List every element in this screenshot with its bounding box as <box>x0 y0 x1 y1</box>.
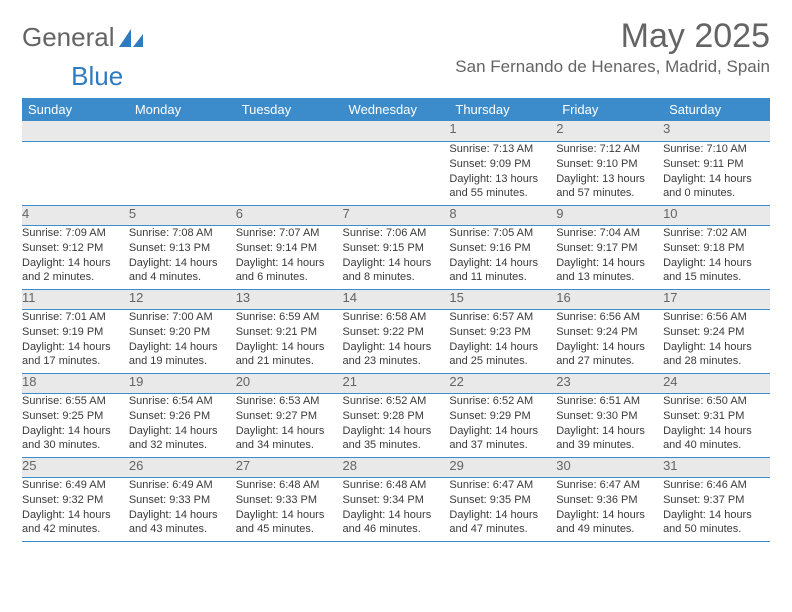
day-number-cell: 4 <box>22 205 129 225</box>
day-detail-cell: Sunrise: 6:49 AM Sunset: 9:33 PM Dayligh… <box>129 477 236 541</box>
detail-row: Sunrise: 6:55 AM Sunset: 9:25 PM Dayligh… <box>22 393 770 457</box>
logo-text-2: Blue <box>71 61 123 92</box>
day-detail-cell: Sunrise: 7:08 AM Sunset: 9:13 PM Dayligh… <box>129 225 236 289</box>
day-number-cell <box>236 121 343 141</box>
day-number-cell: 17 <box>663 289 770 309</box>
weekday-header: Wednesday <box>343 98 450 121</box>
day-detail-cell: Sunrise: 6:54 AM Sunset: 9:26 PM Dayligh… <box>129 393 236 457</box>
weekday-header: Tuesday <box>236 98 343 121</box>
day-number-cell: 18 <box>22 373 129 393</box>
detail-row: Sunrise: 7:01 AM Sunset: 9:19 PM Dayligh… <box>22 309 770 373</box>
day-number-cell: 6 <box>236 205 343 225</box>
day-detail-cell <box>236 141 343 205</box>
weekday-header: Thursday <box>449 98 556 121</box>
day-number-cell <box>343 121 450 141</box>
day-number-cell: 10 <box>663 205 770 225</box>
calendar-page: General May 2025 San Fernando de Henares… <box>0 0 792 552</box>
day-detail-cell: Sunrise: 6:47 AM Sunset: 9:35 PM Dayligh… <box>449 477 556 541</box>
location: San Fernando de Henares, Madrid, Spain <box>455 57 770 77</box>
month-title: May 2025 <box>455 18 770 55</box>
day-detail-cell <box>22 141 129 205</box>
day-detail-cell: Sunrise: 7:07 AM Sunset: 9:14 PM Dayligh… <box>236 225 343 289</box>
daynum-row: 18192021222324 <box>22 373 770 393</box>
day-detail-cell: Sunrise: 7:00 AM Sunset: 9:20 PM Dayligh… <box>129 309 236 373</box>
day-number-cell: 7 <box>343 205 450 225</box>
day-number-cell: 29 <box>449 457 556 477</box>
day-number-cell: 19 <box>129 373 236 393</box>
day-detail-cell: Sunrise: 7:13 AM Sunset: 9:09 PM Dayligh… <box>449 141 556 205</box>
day-number-cell: 25 <box>22 457 129 477</box>
weekday-row: Sunday Monday Tuesday Wednesday Thursday… <box>22 98 770 121</box>
day-detail-cell: Sunrise: 6:55 AM Sunset: 9:25 PM Dayligh… <box>22 393 129 457</box>
day-number-cell: 16 <box>556 289 663 309</box>
day-detail-cell: Sunrise: 7:05 AM Sunset: 9:16 PM Dayligh… <box>449 225 556 289</box>
detail-row: Sunrise: 6:49 AM Sunset: 9:32 PM Dayligh… <box>22 477 770 541</box>
calendar-table: Sunday Monday Tuesday Wednesday Thursday… <box>22 98 770 542</box>
detail-row: Sunrise: 7:09 AM Sunset: 9:12 PM Dayligh… <box>22 225 770 289</box>
weekday-header: Saturday <box>663 98 770 121</box>
day-detail-cell: Sunrise: 6:48 AM Sunset: 9:34 PM Dayligh… <box>343 477 450 541</box>
daynum-row: 25262728293031 <box>22 457 770 477</box>
day-detail-cell: Sunrise: 6:46 AM Sunset: 9:37 PM Dayligh… <box>663 477 770 541</box>
day-number-cell: 2 <box>556 121 663 141</box>
day-detail-cell: Sunrise: 6:56 AM Sunset: 9:24 PM Dayligh… <box>556 309 663 373</box>
day-number-cell: 20 <box>236 373 343 393</box>
day-detail-cell: Sunrise: 6:47 AM Sunset: 9:36 PM Dayligh… <box>556 477 663 541</box>
day-detail-cell: Sunrise: 6:51 AM Sunset: 9:30 PM Dayligh… <box>556 393 663 457</box>
day-detail-cell: Sunrise: 6:48 AM Sunset: 9:33 PM Dayligh… <box>236 477 343 541</box>
day-detail-cell: Sunrise: 7:04 AM Sunset: 9:17 PM Dayligh… <box>556 225 663 289</box>
logo-text-1: General <box>22 22 115 53</box>
day-detail-cell: Sunrise: 7:06 AM Sunset: 9:15 PM Dayligh… <box>343 225 450 289</box>
day-detail-cell: Sunrise: 6:52 AM Sunset: 9:28 PM Dayligh… <box>343 393 450 457</box>
day-number-cell: 30 <box>556 457 663 477</box>
day-detail-cell: Sunrise: 7:12 AM Sunset: 9:10 PM Dayligh… <box>556 141 663 205</box>
weekday-header: Sunday <box>22 98 129 121</box>
day-detail-cell: Sunrise: 6:50 AM Sunset: 9:31 PM Dayligh… <box>663 393 770 457</box>
day-detail-cell: Sunrise: 6:59 AM Sunset: 9:21 PM Dayligh… <box>236 309 343 373</box>
day-number-cell: 27 <box>236 457 343 477</box>
day-number-cell: 26 <box>129 457 236 477</box>
day-number-cell <box>22 121 129 141</box>
day-detail-cell: Sunrise: 6:49 AM Sunset: 9:32 PM Dayligh… <box>22 477 129 541</box>
day-detail-cell: Sunrise: 6:53 AM Sunset: 9:27 PM Dayligh… <box>236 393 343 457</box>
day-number-cell: 3 <box>663 121 770 141</box>
day-number-cell: 21 <box>343 373 450 393</box>
day-number-cell: 8 <box>449 205 556 225</box>
day-detail-cell <box>343 141 450 205</box>
day-detail-cell <box>129 141 236 205</box>
day-number-cell: 1 <box>449 121 556 141</box>
daynum-row: 11121314151617 <box>22 289 770 309</box>
header-right: May 2025 San Fernando de Henares, Madrid… <box>455 18 770 77</box>
day-detail-cell: Sunrise: 7:09 AM Sunset: 9:12 PM Dayligh… <box>22 225 129 289</box>
day-number-cell: 24 <box>663 373 770 393</box>
day-detail-cell: Sunrise: 6:58 AM Sunset: 9:22 PM Dayligh… <box>343 309 450 373</box>
weekday-header: Friday <box>556 98 663 121</box>
day-number-cell: 13 <box>236 289 343 309</box>
day-detail-cell: Sunrise: 7:01 AM Sunset: 9:19 PM Dayligh… <box>22 309 129 373</box>
day-number-cell: 14 <box>343 289 450 309</box>
day-number-cell: 31 <box>663 457 770 477</box>
day-number-cell: 28 <box>343 457 450 477</box>
logo: General <box>22 18 146 53</box>
detail-row: Sunrise: 7:13 AM Sunset: 9:09 PM Dayligh… <box>22 141 770 205</box>
day-number-cell: 22 <box>449 373 556 393</box>
daynum-row: 123 <box>22 121 770 141</box>
logo-sail-icon <box>117 27 145 49</box>
day-number-cell: 12 <box>129 289 236 309</box>
day-number-cell: 5 <box>129 205 236 225</box>
day-detail-cell: Sunrise: 7:10 AM Sunset: 9:11 PM Dayligh… <box>663 141 770 205</box>
day-number-cell: 11 <box>22 289 129 309</box>
calendar-body: 123Sunrise: 7:13 AM Sunset: 9:09 PM Dayl… <box>22 121 770 541</box>
day-number-cell: 9 <box>556 205 663 225</box>
calendar-head: Sunday Monday Tuesday Wednesday Thursday… <box>22 98 770 121</box>
day-detail-cell: Sunrise: 7:02 AM Sunset: 9:18 PM Dayligh… <box>663 225 770 289</box>
day-detail-cell: Sunrise: 6:56 AM Sunset: 9:24 PM Dayligh… <box>663 309 770 373</box>
day-detail-cell: Sunrise: 6:52 AM Sunset: 9:29 PM Dayligh… <box>449 393 556 457</box>
weekday-header: Monday <box>129 98 236 121</box>
day-detail-cell: Sunrise: 6:57 AM Sunset: 9:23 PM Dayligh… <box>449 309 556 373</box>
day-number-cell <box>129 121 236 141</box>
day-number-cell: 23 <box>556 373 663 393</box>
daynum-row: 45678910 <box>22 205 770 225</box>
day-number-cell: 15 <box>449 289 556 309</box>
